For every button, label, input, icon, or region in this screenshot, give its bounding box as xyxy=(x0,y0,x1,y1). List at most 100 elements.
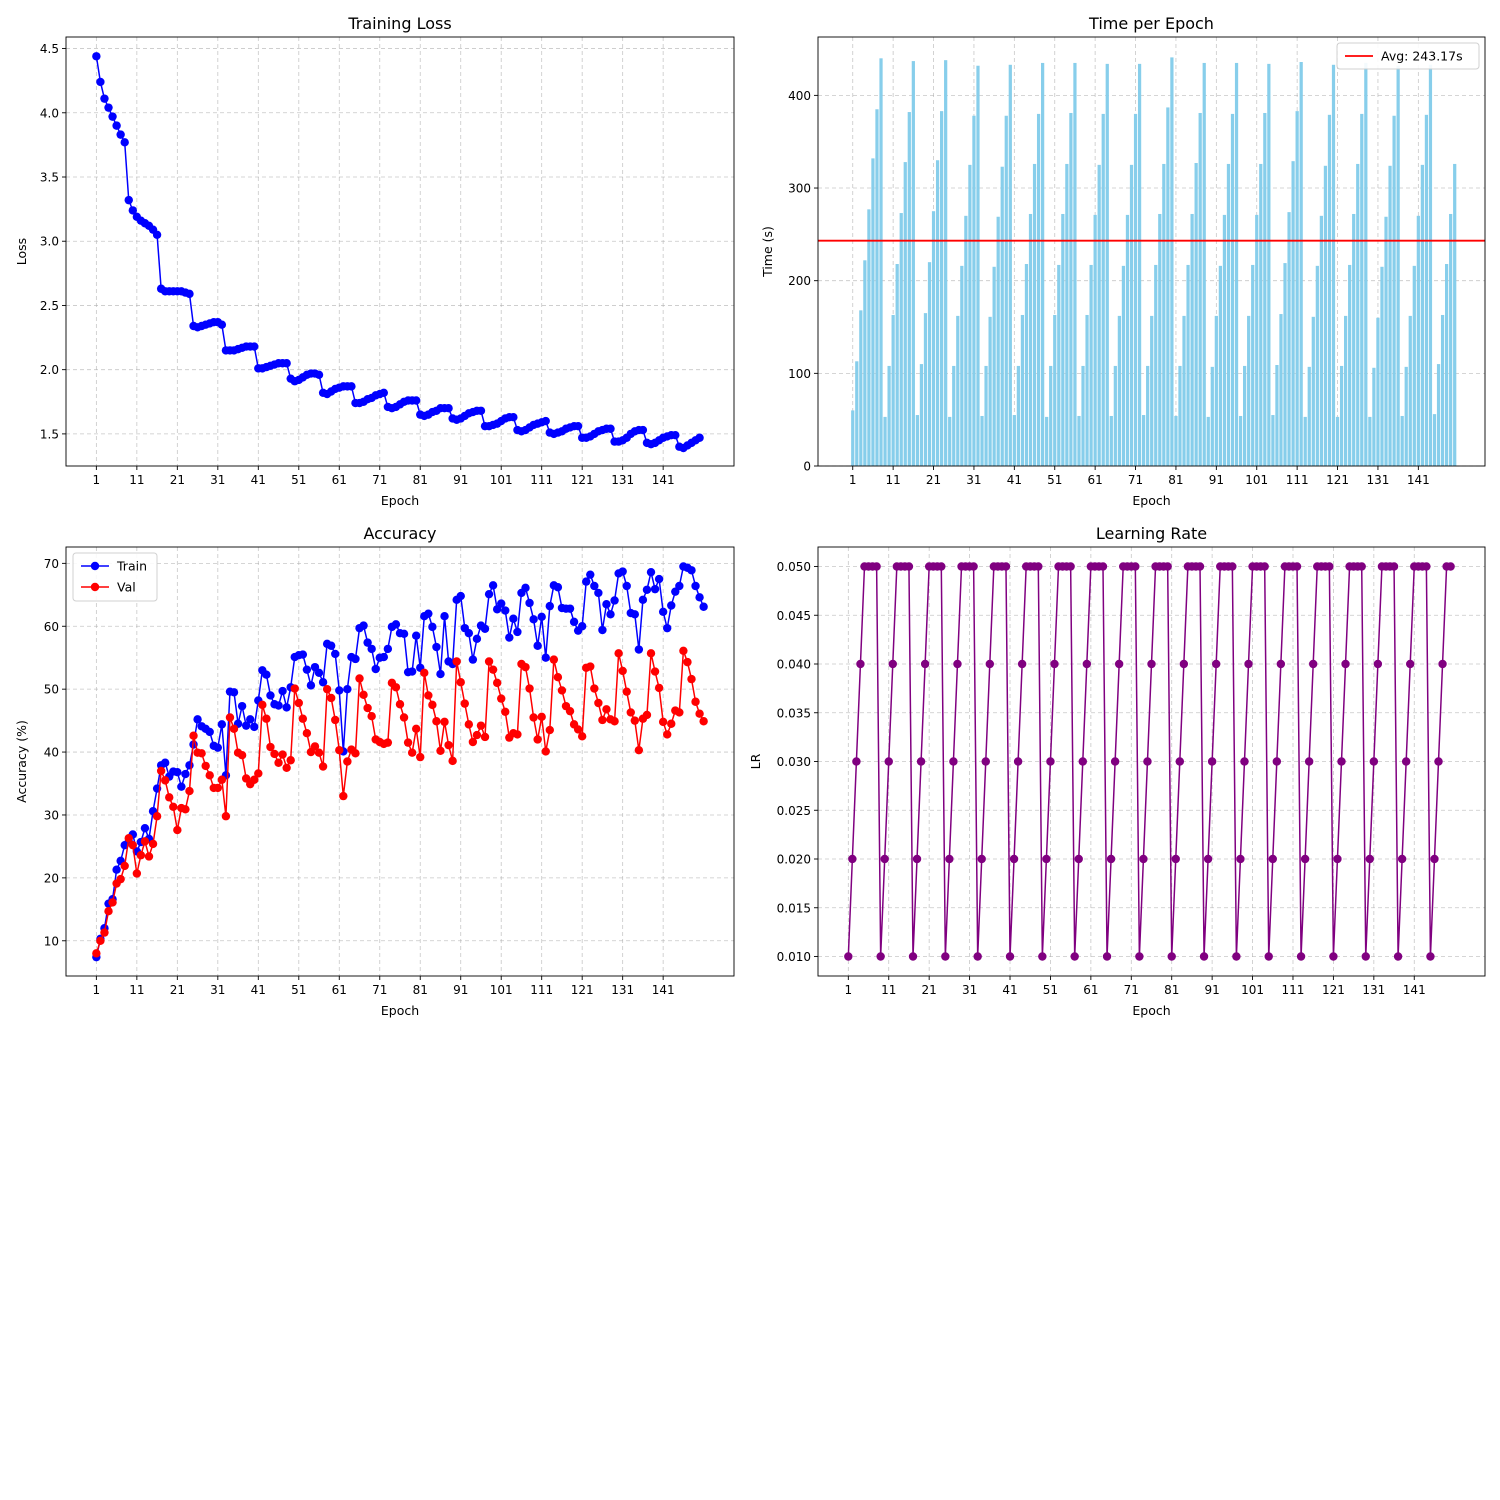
x-tick-label: 51 xyxy=(1047,473,1062,487)
lr-data-point xyxy=(912,854,922,864)
train-data-point xyxy=(424,609,433,618)
y-tick-label: 0.040 xyxy=(777,658,811,672)
lr-data-point xyxy=(977,854,986,864)
time-bar xyxy=(1065,163,1069,467)
val-data-point xyxy=(590,684,599,693)
time-bar xyxy=(1020,314,1025,466)
val-data-point xyxy=(116,874,125,884)
time-bar xyxy=(1150,315,1154,466)
train-data-point xyxy=(594,588,603,598)
time-bar xyxy=(1291,161,1295,466)
train-data-point xyxy=(488,581,498,590)
time-bar xyxy=(1129,164,1134,466)
time-bar xyxy=(923,313,928,466)
lr-data-point xyxy=(1050,659,1059,669)
time-bar xyxy=(1057,264,1061,466)
val-data-point xyxy=(667,719,676,728)
time-bar xyxy=(1243,365,1247,466)
val-data-point xyxy=(594,698,603,708)
time-bar xyxy=(1352,213,1356,466)
x-tick-label: 111 xyxy=(530,983,553,997)
x-tick-label: 141 xyxy=(1407,473,1430,487)
train-data-point xyxy=(262,670,271,679)
time-bar xyxy=(1230,113,1235,466)
time-bar xyxy=(1032,163,1037,467)
time-bar xyxy=(855,361,859,466)
val-data-point xyxy=(185,786,194,796)
chart-title: Training Loss xyxy=(347,14,451,33)
time-bar xyxy=(1271,415,1275,466)
val-data-point xyxy=(383,738,393,747)
val-data-point xyxy=(691,697,700,706)
time-bar xyxy=(1303,416,1307,466)
val-data-point xyxy=(618,666,627,676)
lr-data-point xyxy=(1179,659,1189,669)
x-tick-label: 101 xyxy=(490,473,513,487)
time-bar xyxy=(1436,364,1441,466)
x-tick-label: 131 xyxy=(611,983,634,997)
time-bar xyxy=(1210,366,1214,466)
y-tick-label: 30 xyxy=(44,808,59,822)
time-bar xyxy=(976,65,980,466)
time-bar xyxy=(915,415,919,466)
time-bar xyxy=(1319,215,1323,466)
val-data-point xyxy=(456,678,465,687)
val-data-point xyxy=(448,756,457,766)
train-data-point xyxy=(513,627,522,637)
val-data-point xyxy=(432,717,441,726)
y-tick-label: 100 xyxy=(788,367,811,381)
val-data-point xyxy=(658,717,668,727)
loss-data-point xyxy=(124,195,133,205)
lr-data-point xyxy=(1268,854,1277,864)
lr-data-point xyxy=(1296,952,1306,961)
val-data-point xyxy=(573,725,583,734)
lr-data-point xyxy=(1163,562,1172,571)
loss-data-point xyxy=(573,421,583,431)
y-tick-label: 0.020 xyxy=(777,853,811,867)
val-data-point xyxy=(258,700,267,710)
time-bar xyxy=(1344,315,1348,466)
y-tick-label: 2.5 xyxy=(40,299,59,313)
train-data-point xyxy=(646,567,656,577)
time-bar xyxy=(935,160,940,466)
lr-data-point xyxy=(1013,757,1023,766)
time-bar xyxy=(1364,62,1368,466)
loss-data-point xyxy=(108,112,117,121)
train-data-point xyxy=(177,782,186,791)
val-data-point xyxy=(355,674,364,683)
lr-data-point xyxy=(920,659,930,669)
x-tick-label: 41 xyxy=(251,983,266,997)
train-data-point xyxy=(436,669,445,679)
val-data-point xyxy=(156,766,166,776)
time-bar xyxy=(1077,415,1081,466)
lr-data-point xyxy=(1070,952,1079,961)
time-bar xyxy=(1000,166,1004,466)
val-data-point xyxy=(326,693,336,703)
time-bar xyxy=(1251,264,1255,466)
lr-data-point xyxy=(1434,757,1443,766)
x-tick-label: 11 xyxy=(129,473,144,487)
lr-data-point xyxy=(1082,659,1092,669)
lr-data-point xyxy=(1236,854,1245,864)
val-data-point xyxy=(468,737,478,747)
time-bar xyxy=(1133,113,1138,466)
time-bar xyxy=(1081,365,1085,466)
train-data-point xyxy=(509,614,518,623)
x-tick-label: 121 xyxy=(1326,473,1349,487)
val-data-point xyxy=(521,662,530,672)
time-bar xyxy=(1061,213,1065,466)
train-data-point xyxy=(399,629,409,639)
lr-data-point xyxy=(1009,854,1019,864)
train-data-point xyxy=(213,743,223,752)
val-data-point xyxy=(322,684,332,694)
train-data-point xyxy=(314,668,324,678)
train-data-point xyxy=(456,591,465,601)
chart-title: Time per Epoch xyxy=(1088,14,1214,33)
train-data-point xyxy=(569,617,579,627)
time-bar xyxy=(1424,114,1429,466)
time-bar xyxy=(1255,214,1259,466)
time-bar xyxy=(1186,264,1190,466)
lr-data-point xyxy=(1211,659,1221,669)
train-data-point xyxy=(160,758,170,767)
